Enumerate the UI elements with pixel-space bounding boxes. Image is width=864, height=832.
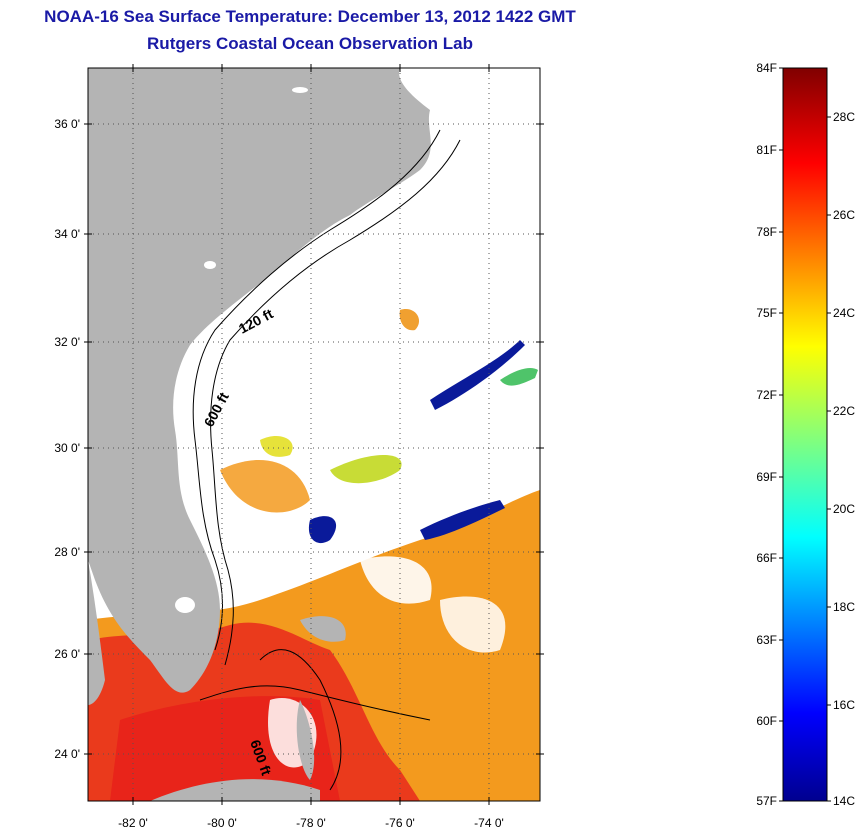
contour-600ft (210, 139, 461, 666)
colorbar-c-label: 14C (833, 794, 856, 808)
colorbar-f-label: 66F (756, 551, 777, 565)
lat-label: 36 0' (54, 117, 80, 131)
colorbar-f-label: 81F (756, 143, 777, 157)
colorbar-f-label: 57F (756, 794, 777, 808)
colorbar (782, 67, 828, 802)
lat-label: 26 0' (54, 647, 80, 661)
map-title: NOAA-16 Sea Surface Temperature: Decembe… (44, 7, 576, 26)
colorbar-f-label: 60F (756, 714, 777, 728)
lat-label: 32 0' (54, 335, 80, 349)
lat-label: 24 0' (54, 747, 80, 761)
colorbar-f-label: 84F (756, 61, 777, 75)
colorbar-f-label: 72F (756, 388, 777, 402)
colorbar-c-label: 18C (833, 600, 856, 614)
colorbar-f-label: 69F (756, 470, 777, 484)
colorbar-f-label: 75F (756, 306, 777, 320)
lat-label: 34 0' (54, 227, 80, 241)
colorbar-c-label: 16C (833, 698, 856, 712)
lon-label: -74 0' (474, 816, 504, 830)
map-frame (87, 67, 541, 802)
colorbar-c-label: 22C (833, 404, 856, 418)
lon-label: -80 0' (207, 816, 237, 830)
sst-patch (220, 460, 310, 513)
lat-label: 28 0' (54, 545, 80, 559)
colorbar-f-label: 63F (756, 633, 777, 647)
colorbar-c-label: 20C (833, 502, 856, 516)
lon-label: -78 0' (296, 816, 326, 830)
colorbar-c-label: 26C (833, 208, 856, 222)
lon-label: -76 0' (385, 816, 415, 830)
lon-label: -82 0' (118, 816, 148, 830)
land-mass (88, 68, 431, 693)
lat-label: 30 0' (54, 441, 80, 455)
map-subtitle: Rutgers Coastal Ocean Observation Lab (147, 34, 473, 53)
colorbar-c-label: 24C (833, 306, 856, 320)
colorbar-c-label: 28C (833, 110, 856, 124)
colorbar-f-label: 78F (756, 225, 777, 239)
contour-120ft (192, 129, 441, 651)
